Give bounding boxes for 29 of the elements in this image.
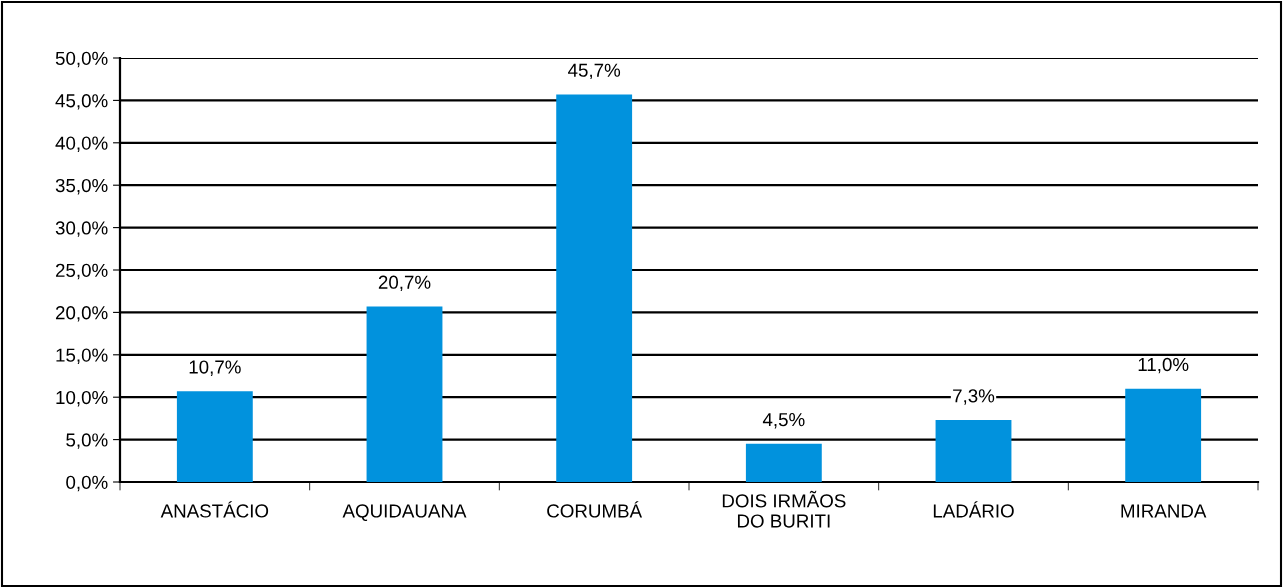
y-tick-label: 50,0% bbox=[55, 51, 108, 68]
data-label: 11,0% bbox=[1138, 357, 1189, 374]
data-label: 20,7% bbox=[378, 275, 431, 292]
y-tick-label: 35,0% bbox=[55, 178, 108, 195]
bar bbox=[176, 391, 253, 482]
x-tick-label: ANASTÁCIO bbox=[160, 501, 269, 518]
data-label: 10,7% bbox=[189, 360, 241, 376]
y-tick-label: 0,0% bbox=[66, 475, 108, 492]
x-tick-label: LADÁRIO bbox=[933, 501, 1014, 518]
bar bbox=[935, 420, 1012, 482]
y-tick-label: 15,0% bbox=[56, 348, 108, 364]
x-tick-label: MIRANDA bbox=[1121, 504, 1207, 518]
data-label: 4,5% bbox=[762, 413, 805, 429]
x-tick-label: CORUMBÁ bbox=[547, 501, 643, 518]
y-tick-label: 20,0% bbox=[55, 306, 108, 322]
x-tick-label: AQUIDAUANA bbox=[342, 504, 467, 521]
x-tick-label: DOIS IRMÃOS DO BURITI bbox=[722, 490, 846, 528]
bar bbox=[556, 94, 633, 482]
y-tick-label: 5,0% bbox=[66, 433, 108, 449]
bar bbox=[1125, 388, 1202, 482]
y-tick-label: 40,0% bbox=[55, 136, 108, 152]
y-tick-label: 25,0% bbox=[55, 263, 108, 280]
data-label: 45,7% bbox=[568, 63, 621, 80]
data-label: 7,3% bbox=[953, 389, 995, 405]
bar bbox=[745, 443, 822, 482]
y-tick-label: 10,0% bbox=[56, 390, 108, 407]
bar bbox=[366, 306, 443, 482]
y-tick-label: 45,0% bbox=[55, 94, 108, 110]
y-tick-label: 30,0% bbox=[55, 221, 108, 237]
